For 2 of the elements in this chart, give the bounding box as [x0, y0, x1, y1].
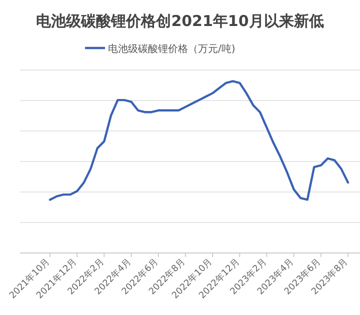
legend-label: 电池级碳酸锂价格（万元/吨) [108, 43, 236, 55]
chart-title: 电池级碳酸锂价格创2021年10月以来新低 [36, 12, 324, 30]
